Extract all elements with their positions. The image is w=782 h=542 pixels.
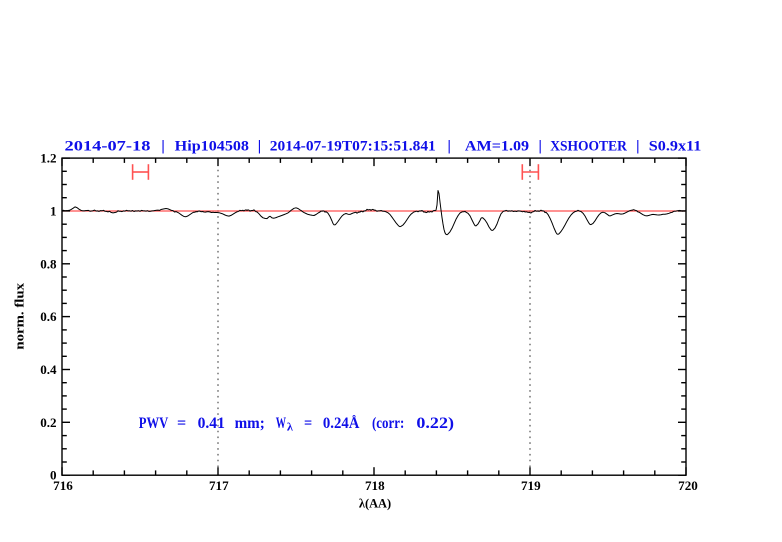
- svg-text:0.8: 0.8: [40, 256, 57, 271]
- svg-text:|: |: [161, 138, 165, 154]
- svg-text:S0.9x11: S0.9x11: [649, 138, 702, 154]
- svg-text:norm. flux: norm. flux: [12, 282, 27, 349]
- svg-text:0: 0: [50, 468, 57, 483]
- svg-text:|: |: [538, 138, 542, 154]
- svg-text:=: =: [177, 415, 186, 432]
- svg-text:718: 718: [365, 478, 385, 493]
- svg-text:λ: λ: [287, 419, 293, 433]
- svg-text:2014-07-18: 2014-07-18: [65, 138, 151, 154]
- svg-text:PWV: PWV: [139, 415, 169, 432]
- svg-text:|: |: [258, 138, 262, 154]
- svg-text:W: W: [276, 415, 286, 432]
- svg-text:0.24Å: 0.24Å: [323, 414, 360, 432]
- svg-text:AM=1.09: AM=1.09: [465, 138, 529, 154]
- svg-text:Hip104508: Hip104508: [175, 138, 249, 154]
- svg-text:720: 720: [678, 478, 698, 493]
- svg-text:1: 1: [50, 203, 57, 218]
- svg-text:|: |: [447, 138, 451, 154]
- svg-text:0.22): 0.22): [416, 415, 454, 432]
- svg-text:717: 717: [209, 478, 229, 493]
- svg-text:XSHOOTER: XSHOOTER: [550, 138, 627, 154]
- svg-text:716: 716: [53, 478, 73, 493]
- svg-text:1.2: 1.2: [40, 151, 56, 166]
- svg-text:λ(AA): λ(AA): [359, 496, 391, 511]
- svg-text:0.4: 0.4: [40, 362, 57, 377]
- svg-text:mm;: mm;: [235, 415, 265, 432]
- svg-text:|: |: [636, 138, 640, 154]
- svg-text:2014-07-19T07:15:51.841: 2014-07-19T07:15:51.841: [270, 138, 436, 154]
- svg-text:=: =: [304, 415, 312, 432]
- svg-text:0.2: 0.2: [40, 415, 56, 430]
- svg-text:0.41: 0.41: [198, 415, 225, 432]
- svg-text:0.6: 0.6: [40, 309, 57, 324]
- svg-text:(corr:: (corr:: [372, 415, 404, 432]
- svg-text:719: 719: [521, 478, 541, 493]
